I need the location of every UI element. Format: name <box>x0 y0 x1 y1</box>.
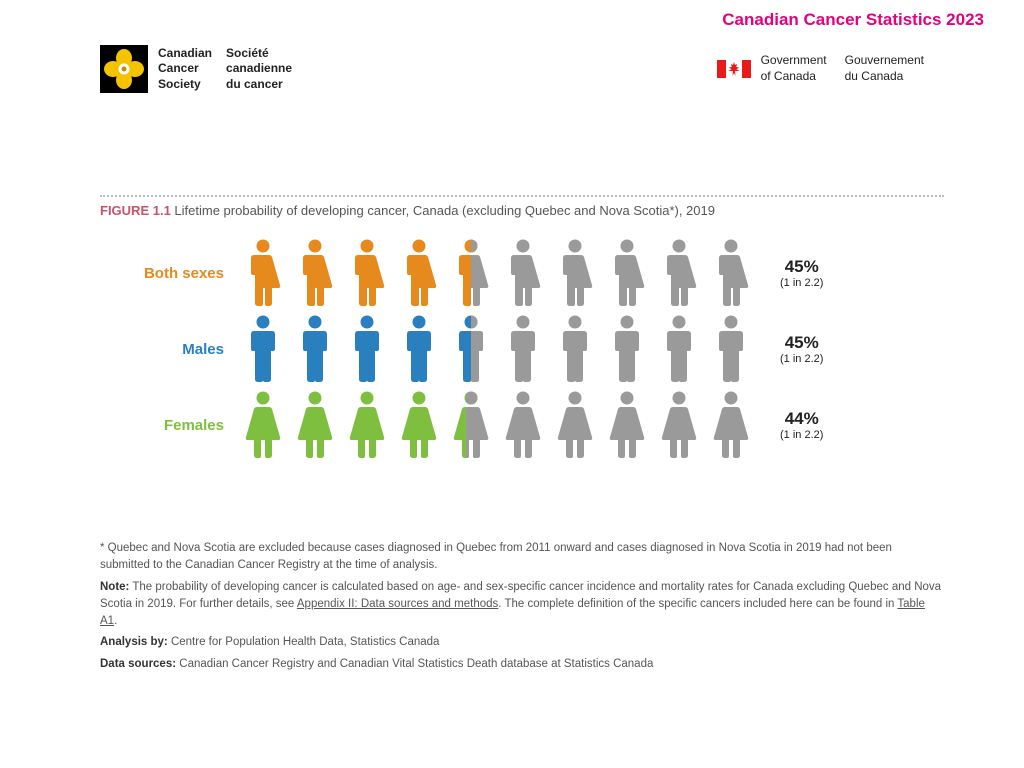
footnote-sources: Data sources: Canadian Cancer Registry a… <box>100 656 944 673</box>
person-icon <box>240 314 286 384</box>
person-icon <box>656 238 702 308</box>
person-icon <box>500 238 546 308</box>
person-icon <box>292 314 338 384</box>
row-stat: 45%(1 in 2.2) <box>780 333 823 365</box>
person-both-icon <box>500 238 546 308</box>
person-icon <box>448 314 494 384</box>
goc-text-en: Government of Canada <box>761 53 827 84</box>
person-both-icon <box>708 238 754 308</box>
person-icon <box>448 390 494 460</box>
person-icon <box>552 238 598 308</box>
person-both-icon <box>656 238 702 308</box>
logos-row: Canadian Cancer Society Société canadien… <box>0 45 1024 93</box>
link-appendix[interactable]: Appendix II: Data sources and methods <box>297 598 498 610</box>
person-icon <box>604 238 650 308</box>
person-both-icon <box>344 238 390 308</box>
person-male-icon <box>240 314 286 384</box>
person-icon <box>448 238 494 308</box>
person-icon <box>240 238 286 308</box>
ccs-text-fr: Société canadienne du cancer <box>226 46 292 93</box>
person-female-icon <box>240 390 286 460</box>
row-ratio: (1 in 2.2) <box>780 277 823 289</box>
person-female-icon <box>396 390 442 460</box>
person-male-icon <box>708 314 754 384</box>
person-icon <box>500 314 546 384</box>
goc-text-fr: Gouvernement du Canada <box>845 53 924 84</box>
person-icon <box>344 390 390 460</box>
person-both-icon <box>292 238 338 308</box>
row-label: Males <box>100 341 240 358</box>
person-icon <box>292 238 338 308</box>
figure-1-1: FIGURE 1.1 Lifetime probability of devel… <box>100 195 944 466</box>
person-icon <box>552 314 598 384</box>
person-both-icon <box>396 238 442 308</box>
ccs-text-en: Canadian Cancer Society <box>158 46 212 93</box>
person-male-icon <box>552 314 598 384</box>
person-both-icon <box>604 238 650 308</box>
person-icon <box>240 390 286 460</box>
person-icon <box>344 314 390 384</box>
canada-flag-icon <box>717 60 751 78</box>
person-male-icon <box>604 314 650 384</box>
row-stat: 44%(1 in 2.2) <box>780 409 823 441</box>
person-male-icon <box>500 314 546 384</box>
ccs-flower-icon <box>100 45 148 93</box>
row-ratio: (1 in 2.2) <box>780 353 823 365</box>
person-icon <box>396 314 442 384</box>
row-ratio: (1 in 2.2) <box>780 429 823 441</box>
footnote-analysis: Analysis by: Centre for Population Healt… <box>100 634 944 651</box>
person-female-icon <box>656 390 702 460</box>
person-female-icon <box>292 390 338 460</box>
row-icons <box>240 238 754 308</box>
person-female-icon <box>604 390 650 460</box>
person-icon <box>292 390 338 460</box>
ccs-logo: Canadian Cancer Society Société canadien… <box>100 45 292 93</box>
row-label: Both sexes <box>100 265 240 282</box>
person-female-icon <box>500 390 546 460</box>
person-icon <box>708 238 754 308</box>
pictograph-row: Both sexes 45%(1 in 2.2) <box>100 238 944 308</box>
person-icon <box>396 238 442 308</box>
person-icon <box>656 390 702 460</box>
goc-logo: Government of Canada Gouvernement du Can… <box>717 53 924 84</box>
figure-title: FIGURE 1.1 Lifetime probability of devel… <box>100 203 944 218</box>
person-both-icon <box>552 238 598 308</box>
person-male-icon <box>396 314 442 384</box>
person-icon <box>604 314 650 384</box>
row-stat: 45%(1 in 2.2) <box>780 257 823 289</box>
pictograph-row: Females 44%(1 in 2.2) <box>100 390 944 460</box>
person-female-icon <box>552 390 598 460</box>
person-icon <box>396 390 442 460</box>
person-icon <box>500 390 546 460</box>
person-male-icon <box>656 314 702 384</box>
person-icon <box>708 314 754 384</box>
row-icons <box>240 390 754 460</box>
pictograph-row: Males 45%(1 in 2.2) <box>100 314 944 384</box>
row-pct: 44% <box>780 409 823 429</box>
pictograph: Both sexes45%(1 in 2.2)Males45%(1 in 2.2… <box>100 238 944 460</box>
row-icons <box>240 314 754 384</box>
row-label: Females <box>100 417 240 434</box>
row-pct: 45% <box>780 257 823 277</box>
footnote-asterisk: * Quebec and Nova Scotia are excluded be… <box>100 540 944 575</box>
person-icon <box>656 314 702 384</box>
person-icon <box>552 390 598 460</box>
footnote-note: Note: The probability of developing canc… <box>100 579 944 631</box>
person-female-icon <box>344 390 390 460</box>
footnotes: * Quebec and Nova Scotia are excluded be… <box>100 540 944 677</box>
person-female-icon <box>708 390 754 460</box>
figure-label: FIGURE 1.1 <box>100 203 171 218</box>
person-male-icon <box>344 314 390 384</box>
person-both-icon <box>240 238 286 308</box>
dotted-rule <box>100 195 944 197</box>
person-icon <box>708 390 754 460</box>
person-male-icon <box>292 314 338 384</box>
page-title: Canadian Cancer Statistics 2023 <box>722 10 984 30</box>
person-icon <box>604 390 650 460</box>
person-icon <box>344 238 390 308</box>
row-pct: 45% <box>780 333 823 353</box>
